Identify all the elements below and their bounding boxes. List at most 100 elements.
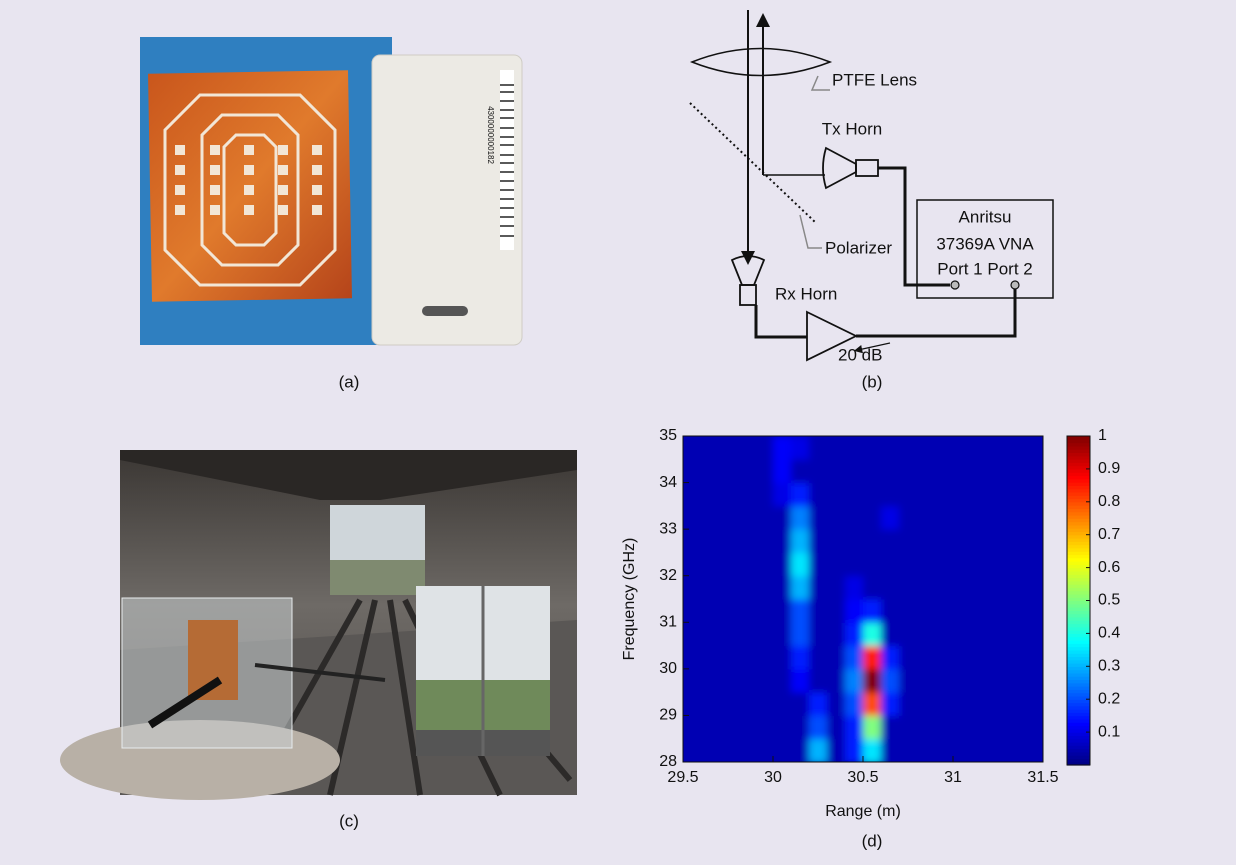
heatmap-cell [755, 436, 774, 460]
heatmap-cell [917, 529, 936, 553]
heatmap-cell [737, 552, 756, 576]
heatmap-cell [755, 529, 774, 553]
y-tick-label: 33 [659, 520, 677, 537]
heatmap-cell [773, 646, 792, 670]
heatmap-cell [809, 692, 828, 716]
heatmap-cell [1007, 646, 1026, 670]
heatmap-cell [791, 646, 810, 670]
heatmap-cell [953, 436, 972, 460]
heatmap-cell [845, 552, 864, 576]
heatmap-cell [755, 692, 774, 716]
x-tick-label: 30.5 [847, 769, 878, 786]
heatmap-cell [953, 576, 972, 600]
heatmap-cell [1025, 739, 1044, 763]
heatmap-cell [881, 599, 900, 623]
heatmap-cell [1007, 506, 1026, 530]
heatmap-cell [935, 459, 954, 483]
heatmap-cell [881, 622, 900, 646]
heatmap-cell [989, 646, 1008, 670]
heatmap-cell [845, 506, 864, 530]
heatmap-cell [845, 692, 864, 716]
heatmap-cell [989, 529, 1008, 553]
heatmap-cell [809, 459, 828, 483]
heatmap-cell [899, 552, 918, 576]
heatmap-cell [827, 576, 846, 600]
heatmap-cell [917, 715, 936, 739]
heatmap-cell [935, 715, 954, 739]
heatmap-cell [1025, 715, 1044, 739]
heatmap-cell [755, 715, 774, 739]
heatmap-cell [719, 506, 738, 530]
heatmap-cell [971, 715, 990, 739]
heatmap-cell [935, 739, 954, 763]
heatmap-cell [827, 669, 846, 693]
heatmap-cell [863, 622, 882, 646]
heatmap-cell [971, 576, 990, 600]
heatmap-cell [935, 483, 954, 507]
heatmap-cell [845, 576, 864, 600]
amplifier-label: 20 dB [838, 345, 882, 364]
heatmap-cell [701, 739, 720, 763]
colorbar-tick-label: 0.6 [1098, 559, 1120, 576]
caption: (a) [339, 372, 360, 391]
page: {"captions": ["(a)", "(b)", "(c)", "(d)"… [0, 0, 1236, 865]
heatmap-cell [737, 576, 756, 600]
heatmap-cell [827, 646, 846, 670]
heatmap-cell [737, 529, 756, 553]
heatmap-cell [989, 459, 1008, 483]
heatmap-cell [683, 506, 702, 530]
heatmap-cell [989, 576, 1008, 600]
x-tick-label: 31.5 [1027, 769, 1058, 786]
heatmap-cell [755, 646, 774, 670]
heatmap-cell [1007, 529, 1026, 553]
heatmap-cell [989, 436, 1008, 460]
heatmap-cell [719, 529, 738, 553]
colorbar-tick-label: 0.8 [1098, 493, 1120, 510]
heatmap-cell [917, 436, 936, 460]
vna-label: Anritsu [959, 207, 1012, 226]
heatmap-cell [719, 459, 738, 483]
heatmap-cell [899, 459, 918, 483]
heatmap-cell [845, 529, 864, 553]
heatmap-cell [935, 692, 954, 716]
heatmap-cell [1025, 552, 1044, 576]
heatmap-cell [701, 692, 720, 716]
vna-label: 37369A VNA [936, 234, 1034, 253]
barcode-number: 4300000000182 [486, 106, 495, 164]
heatmap-cell [773, 529, 792, 553]
heatmap-cell [773, 552, 792, 576]
heatmap-cell [1007, 622, 1026, 646]
y-tick-label: 31 [659, 614, 677, 631]
heatmap-cell [737, 459, 756, 483]
heatmap-cell [773, 622, 792, 646]
heatmap-cell [773, 669, 792, 693]
heatmap-cell [863, 692, 882, 716]
heatmap-cell [899, 622, 918, 646]
heatmap-cell [683, 599, 702, 623]
heatmap-cell [971, 646, 990, 670]
heatmap-cell [809, 506, 828, 530]
heatmap-cell [971, 552, 990, 576]
heatmap-cell [683, 669, 702, 693]
heatmap-cell [863, 506, 882, 530]
heatmap-cell [845, 622, 864, 646]
heatmap-cell [917, 483, 936, 507]
heatmap-cell [935, 529, 954, 553]
heatmap-cell [701, 529, 720, 553]
heatmap-cell [809, 669, 828, 693]
heatmap-cell [899, 669, 918, 693]
figure: 4300000000182 (a) PTFE Lens Tx Horn Anri… [0, 0, 1236, 865]
heatmap-cell [971, 599, 990, 623]
heatmap-cell [791, 692, 810, 716]
heatmap-cell [881, 715, 900, 739]
heatmap-cell [971, 622, 990, 646]
heatmap-cell [845, 436, 864, 460]
heatmap-cell [827, 483, 846, 507]
heatmap-cell [953, 739, 972, 763]
heatmap-cell [791, 669, 810, 693]
heatmap-cell [791, 529, 810, 553]
heatmap-cell [899, 646, 918, 670]
heatmap-cell [791, 552, 810, 576]
heatmap-cell [989, 622, 1008, 646]
polarizer-label: Polarizer [825, 238, 892, 257]
